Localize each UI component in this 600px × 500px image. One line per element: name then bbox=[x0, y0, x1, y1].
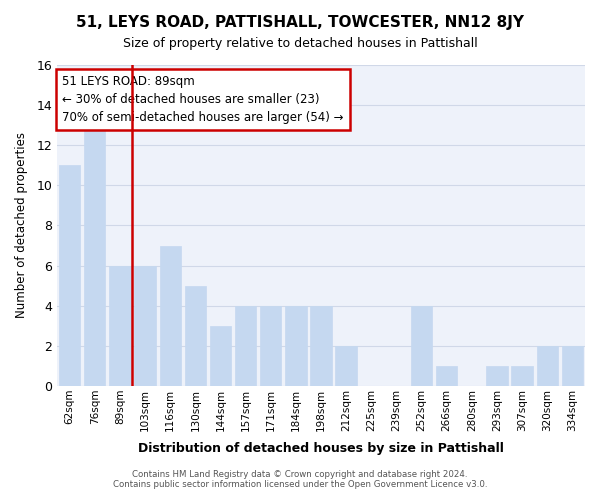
Bar bbox=[487, 366, 508, 386]
Text: Contains HM Land Registry data © Crown copyright and database right 2024.
Contai: Contains HM Land Registry data © Crown c… bbox=[113, 470, 487, 489]
Bar bbox=[210, 326, 231, 386]
Text: 51, LEYS ROAD, PATTISHALL, TOWCESTER, NN12 8JY: 51, LEYS ROAD, PATTISHALL, TOWCESTER, NN… bbox=[76, 15, 524, 30]
Bar bbox=[59, 166, 80, 386]
Bar bbox=[285, 306, 307, 386]
Bar bbox=[436, 366, 457, 386]
Bar bbox=[260, 306, 281, 386]
Text: 51 LEYS ROAD: 89sqm
← 30% of detached houses are smaller (23)
70% of semi-detach: 51 LEYS ROAD: 89sqm ← 30% of detached ho… bbox=[62, 74, 344, 124]
Bar bbox=[235, 306, 256, 386]
Bar bbox=[134, 266, 156, 386]
Bar bbox=[411, 306, 432, 386]
Bar bbox=[84, 125, 106, 386]
Bar bbox=[536, 346, 558, 386]
Bar bbox=[335, 346, 357, 386]
X-axis label: Distribution of detached houses by size in Pattishall: Distribution of detached houses by size … bbox=[138, 442, 504, 455]
Bar bbox=[310, 306, 332, 386]
Bar bbox=[511, 366, 533, 386]
Bar bbox=[109, 266, 131, 386]
Bar bbox=[185, 286, 206, 386]
Text: Size of property relative to detached houses in Pattishall: Size of property relative to detached ho… bbox=[122, 38, 478, 51]
Y-axis label: Number of detached properties: Number of detached properties bbox=[15, 132, 28, 318]
Bar bbox=[160, 246, 181, 386]
Bar bbox=[562, 346, 583, 386]
